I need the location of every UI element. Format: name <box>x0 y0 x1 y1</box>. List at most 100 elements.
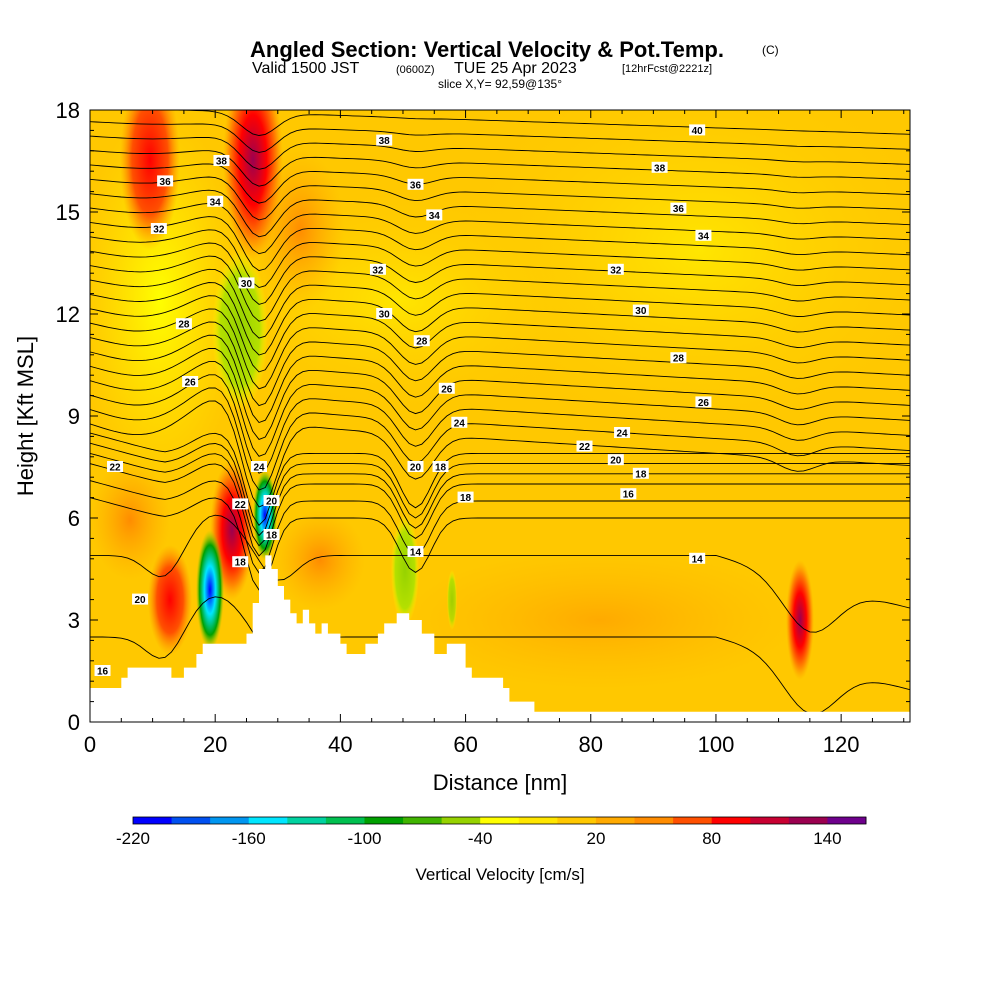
colorbar-swatch <box>595 817 636 824</box>
isentrope-line <box>90 268 910 339</box>
contour-label: 22 <box>109 463 121 474</box>
contour-label-bg <box>670 202 687 214</box>
contour-label-bg <box>614 427 631 438</box>
contour-label-bg <box>576 440 593 452</box>
isentrope-line <box>90 229 910 288</box>
colorbar: -220 -160 -100 -40 20 80 140 <box>116 816 867 848</box>
y-tick-label: 15 <box>56 200 80 225</box>
colorbar-tick-label: 140 <box>813 829 841 848</box>
contour-label: 26 <box>441 384 453 395</box>
contour-label-bg <box>238 277 255 289</box>
contour-label: 36 <box>673 204 685 215</box>
isentrope-line <box>90 334 910 424</box>
field-orange-left <box>90 460 170 580</box>
valid-prefix: Valid 1500 JST <box>252 60 360 77</box>
contour-label: 34 <box>698 231 710 242</box>
plot-area: 1618181818141416202020201822222224242426… <box>90 110 910 722</box>
contour-label-bg <box>263 495 280 506</box>
contour-label: 40 <box>692 126 704 137</box>
isentrope-line <box>90 189 910 238</box>
isentrope-line <box>90 463 910 557</box>
field-red-topleft <box>120 110 180 250</box>
contour-label: 18 <box>635 469 647 480</box>
contour-label-bg <box>607 263 624 275</box>
contour-label: 34 <box>429 211 441 222</box>
contour-label: 24 <box>253 463 265 474</box>
colorbar-tick-label: -220 <box>116 829 150 848</box>
field-downdraft-low <box>196 530 224 650</box>
colorbar-tick-label: 80 <box>702 829 721 848</box>
x-tick-label: 100 <box>698 732 735 757</box>
field-red-lowleft <box>148 545 192 655</box>
isentrope-line <box>90 135 910 170</box>
y-tick-label: 0 <box>68 710 80 735</box>
isentrope-line <box>90 596 910 715</box>
field-orange-lower <box>400 550 800 690</box>
contour-label: 38 <box>379 136 391 147</box>
contour-label-bg <box>607 454 624 466</box>
contour-label-bg <box>695 396 712 408</box>
isentrope-line <box>90 361 910 457</box>
contour-label: 30 <box>379 310 391 321</box>
contour-label-bg <box>132 593 149 605</box>
colorbar-swatch <box>788 817 828 824</box>
y-tick-label: 9 <box>68 404 80 429</box>
contour-label-bg <box>407 178 424 190</box>
contour-label-bg <box>632 304 649 316</box>
contour-label: 36 <box>410 180 422 191</box>
contour-label: 22 <box>579 442 591 453</box>
contour-label: 36 <box>160 177 172 188</box>
contour-labels: 1618181818141416202020201822222224242426… <box>94 124 712 678</box>
contour-label: 16 <box>623 490 635 501</box>
contour-label-bg <box>438 382 455 394</box>
contour-label: 38 <box>216 157 228 168</box>
colorbar-tick-label: -40 <box>468 829 493 848</box>
colorbar-swatch <box>248 817 288 824</box>
contour-label-bg <box>232 556 249 568</box>
contour-label: 32 <box>372 265 384 276</box>
contour-label-bg <box>251 461 268 472</box>
isentrope-line <box>90 282 910 356</box>
contour-label-bg <box>182 376 199 387</box>
x-tick-label: 40 <box>328 732 352 757</box>
colorbar-swatch <box>287 817 327 824</box>
isentrope-line <box>90 176 910 221</box>
y-tick-label: 3 <box>68 608 80 633</box>
contour-label: 38 <box>654 163 666 174</box>
isentrope-line <box>90 432 910 527</box>
contour-label: 20 <box>610 456 622 467</box>
isentrope-line <box>90 163 910 204</box>
isentrope-line <box>90 216 910 272</box>
contour-label: 28 <box>673 354 685 365</box>
contour-label: 32 <box>153 225 165 236</box>
chart-title: Angled Section: Vertical Velocity & Pot.… <box>250 37 779 62</box>
contour-label: 18 <box>235 558 247 569</box>
contour-label-bg <box>376 134 393 146</box>
contour-label-bg <box>695 229 712 241</box>
colorbar-swatch <box>171 817 211 824</box>
isentrope-line <box>90 400 910 508</box>
contour-label-bg <box>369 263 386 275</box>
contour-label-bg <box>426 209 443 221</box>
contour-label: 18 <box>266 531 278 542</box>
isentrope-line <box>90 202 910 255</box>
contour-label-bg <box>413 335 430 347</box>
isentrope-line <box>90 242 910 305</box>
contour-label-bg <box>207 195 224 207</box>
colorbar-tick-label: -160 <box>232 829 266 848</box>
contour-label-bg <box>107 461 124 472</box>
contour-label-bg <box>157 175 174 187</box>
contour-label: 30 <box>241 279 253 290</box>
contour-label: 28 <box>416 337 428 348</box>
y-tick-label: 12 <box>56 302 80 327</box>
contour-label: 20 <box>266 497 278 508</box>
colorbar-swatch <box>750 817 790 824</box>
contour-label-bg <box>457 491 474 503</box>
valid-date: TUE 25 Apr 2023 <box>454 60 577 77</box>
isentrope-line <box>90 442 910 537</box>
isentrope-line <box>90 308 910 390</box>
colorbar-swatch <box>557 817 597 824</box>
x-tick-label: 80 <box>579 732 603 757</box>
contour-label: 22 <box>235 500 247 511</box>
